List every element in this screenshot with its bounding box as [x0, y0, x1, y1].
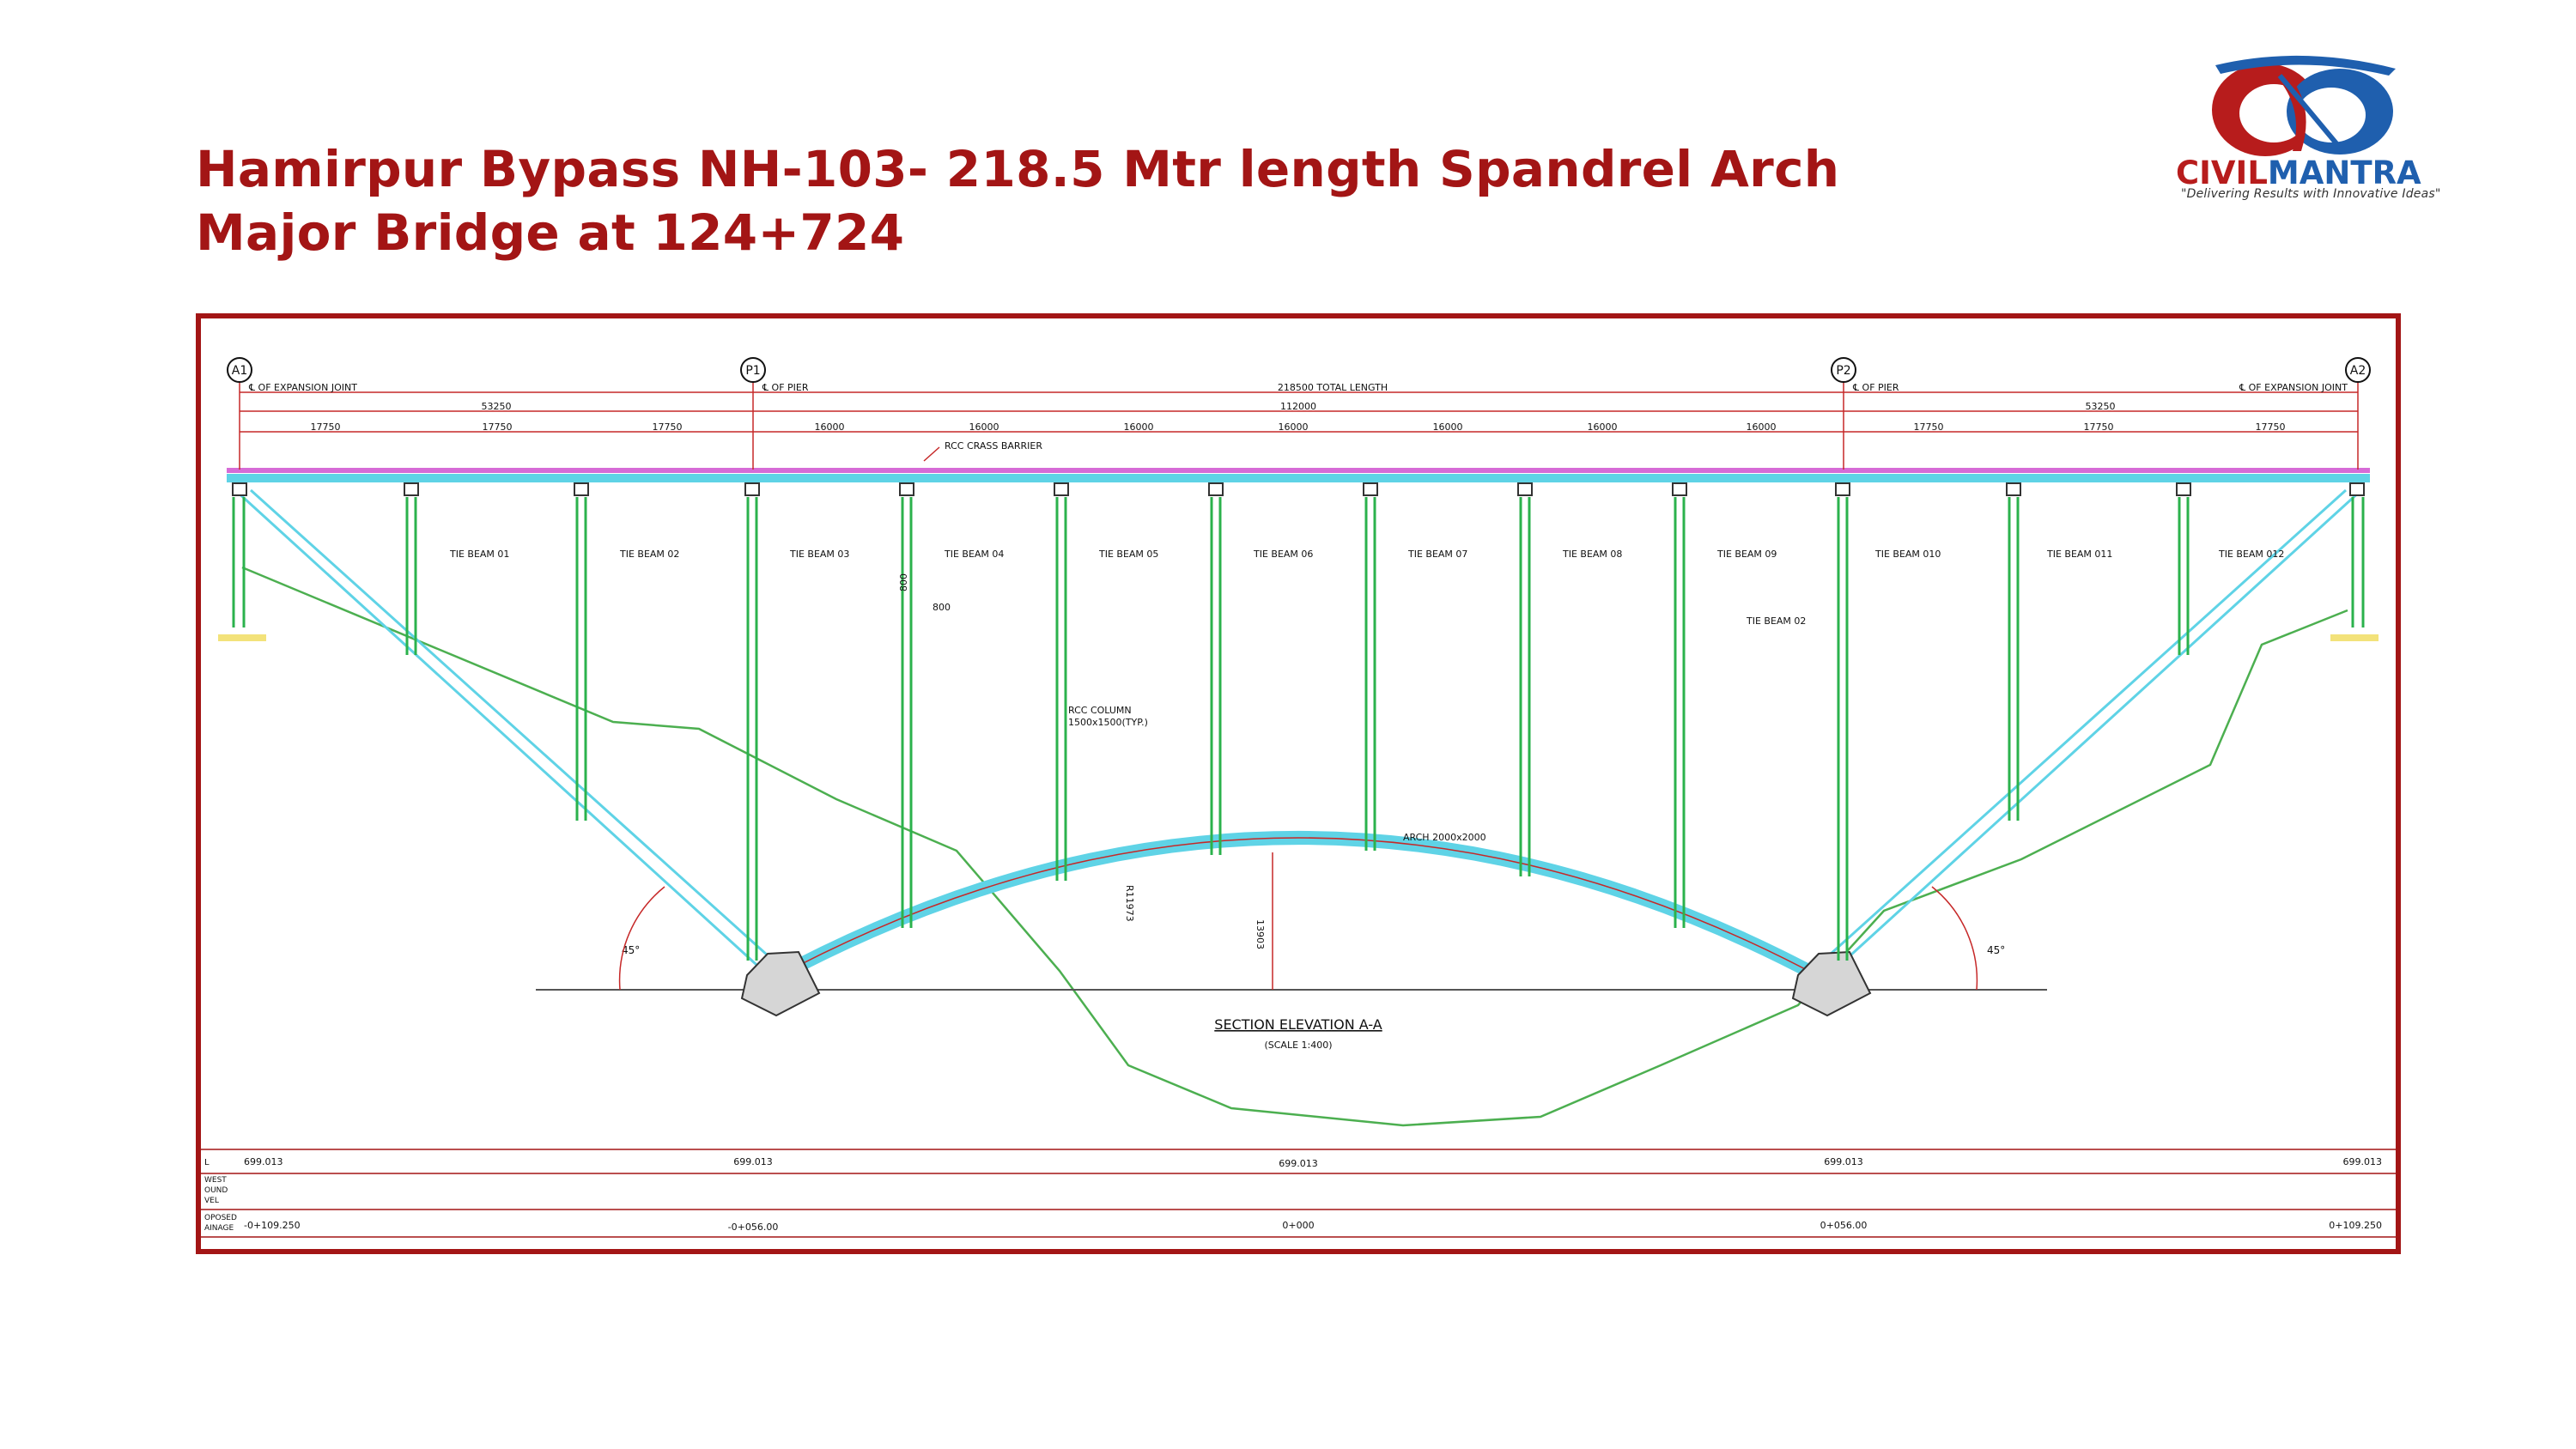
tie-beam-label-9: TIE BEAM 09 [1716, 549, 1777, 560]
table-level-4: 699.013 [1824, 1156, 1863, 1167]
column-label: RCC COLUMN [1068, 705, 1132, 716]
table-level-5: 699.013 [2343, 1156, 2383, 1167]
support-marker-p2: P2 [1831, 357, 1856, 383]
tie-beam-label-3: TIE BEAM 03 [789, 549, 849, 560]
right-span-dimension: 53250 [2086, 401, 2116, 412]
abutment-base-a2 [2330, 634, 2379, 641]
page-title-line-2: Major Bridge at 124+724 [196, 203, 905, 262]
bay-dimension-7: 16000 [1279, 421, 1309, 433]
angle-left-label: 45° [622, 944, 640, 956]
deck-slab [227, 474, 2370, 482]
a2-expansion-joint-label: ℄ OF EXPANSION JOINT [2239, 382, 2348, 393]
tie-beam-label-6: TIE BEAM 06 [1253, 549, 1313, 560]
dimension-lines [239, 361, 2359, 470]
table-header-row2-b: OUND [204, 1186, 228, 1195]
support-a2-label: A2 [2350, 364, 2366, 378]
page-title-line-1: Hamirpur Bypass NH-103- 218.5 Mtr length… [196, 140, 1840, 198]
tie-beam-label-1: TIE BEAM 01 [449, 549, 509, 560]
section-scale: (SCALE 1:400) [1264, 1040, 1332, 1051]
arch-rise-label: 13903 [1255, 919, 1266, 949]
bearings [232, 482, 2365, 496]
section-800-horizontal: 800 [933, 602, 951, 613]
support-p2-label: P2 [1836, 364, 1850, 378]
table-chainage-5: 0+109.250 [2329, 1220, 2382, 1231]
middle-span-dimension: 112000 [1280, 401, 1316, 412]
bay-dimension-13: 17750 [2256, 421, 2286, 433]
support-p1-label: P1 [745, 364, 760, 378]
logo-word-mantra: MANTRA [2267, 155, 2421, 191]
bay-dimension-5: 16000 [969, 421, 999, 433]
tie-beam-label-5: TIE BEAM 05 [1098, 549, 1158, 560]
bay-dimension-8: 16000 [1433, 421, 1463, 433]
support-marker-p1: P1 [740, 357, 766, 383]
bay-dimension-11: 17750 [1914, 421, 1944, 433]
pier-foundation-p1 [740, 950, 821, 1017]
columns [232, 497, 2365, 961]
table-chainage-3: 0+000 [1282, 1220, 1314, 1231]
support-a1-label: A1 [232, 364, 247, 378]
bay-dimension-3: 17750 [653, 421, 683, 433]
tie-beam-extra-label: TIE BEAM 02 [1746, 615, 1806, 627]
arch-outer [769, 831, 1828, 986]
arch-center [771, 837, 1826, 980]
diagonal-struts [234, 488, 2363, 983]
bay-dimension-6: 16000 [1124, 421, 1154, 433]
p2-pier-label: ℄ OF PIER [1852, 382, 1899, 393]
crash-barrier-label: RCC CRASS BARRIER [945, 440, 1042, 452]
support-marker-a1: A1 [227, 357, 252, 383]
bay-dimension-1: 17750 [311, 421, 341, 433]
section-800-vertical: 800 [898, 573, 909, 591]
civilmantra-logo-icon [2212, 55, 2396, 156]
table-header-row3-b: AINAGE [204, 1224, 234, 1233]
level-table [201, 1149, 2396, 1238]
section-title: SECTION ELEVATION A-A [1214, 1016, 1382, 1033]
tie-beam-label-8: TIE BEAM 08 [1562, 549, 1622, 560]
table-level-2: 699.013 [733, 1156, 773, 1167]
arch-size-label: ARCH 2000x2000 [1403, 832, 1486, 843]
table-level-1: 699.013 [244, 1156, 283, 1167]
logo-word-civil: CIVIL [2176, 155, 2268, 191]
support-marker-a2: A2 [2345, 357, 2371, 383]
bay-dimension-10: 16000 [1747, 421, 1777, 433]
left-span-dimension: 53250 [482, 401, 512, 412]
tie-beam-label-10: TIE BEAM 010 [1874, 549, 1941, 560]
logo-tagline: "Delivering Results with Innovative Idea… [2181, 187, 2441, 201]
tie-beam-label-12: TIE BEAM 012 [2218, 549, 2284, 560]
logo-wordmark: CIVILMANTRA [2176, 156, 2421, 191]
table-chainage-1: -0+109.250 [244, 1220, 301, 1231]
a1-expansion-joint-label: ℄ OF EXPANSION JOINT [248, 382, 357, 393]
table-level-3: 699.013 [1279, 1158, 1318, 1169]
page-title: Hamirpur Bypass NH-103- 218.5 Mtr length… [196, 137, 1839, 264]
bay-dimension-12: 17750 [2084, 421, 2114, 433]
bay-dimension-4: 16000 [815, 421, 845, 433]
bridge-elevation-drawing: A1 P1 P2 A2 ℄ OF EXPANSION JOINT ℄ OF PI… [201, 357, 2396, 1238]
bay-dimension-9: 16000 [1588, 421, 1618, 433]
deck-top [227, 468, 2370, 473]
total-length-dimension: 218500 TOTAL LENGTH [1278, 382, 1388, 393]
arch-radius-label: R11973 [1124, 885, 1135, 922]
bay-dimension-2: 17750 [483, 421, 513, 433]
tie-beam-label-11: TIE BEAM 011 [2046, 549, 2112, 560]
table-header-row2-c: VEL [204, 1197, 219, 1205]
table-header-row3-a: OPOSED [204, 1214, 237, 1222]
table-chainage-4: 0+056.00 [1820, 1220, 1868, 1231]
p1-pier-label: ℄ OF PIER [762, 382, 809, 393]
column-size-label: 1500x1500(TYP.) [1068, 717, 1148, 728]
pier-foundation-p2 [1791, 950, 1872, 1017]
tie-beam-label-2: TIE BEAM 02 [619, 549, 679, 560]
table-header-row1: L [204, 1158, 210, 1167]
tie-beam-label-4: TIE BEAM 04 [944, 549, 1004, 560]
ground-profile-line [241, 566, 2348, 1127]
abutment-base-a1 [218, 634, 266, 641]
angle-right-label: 45° [1987, 944, 2005, 956]
table-header-row2-a: WEST [204, 1176, 227, 1185]
tie-beam-label-7: TIE BEAM 07 [1407, 549, 1467, 560]
table-chainage-2: -0+056.00 [728, 1222, 779, 1233]
